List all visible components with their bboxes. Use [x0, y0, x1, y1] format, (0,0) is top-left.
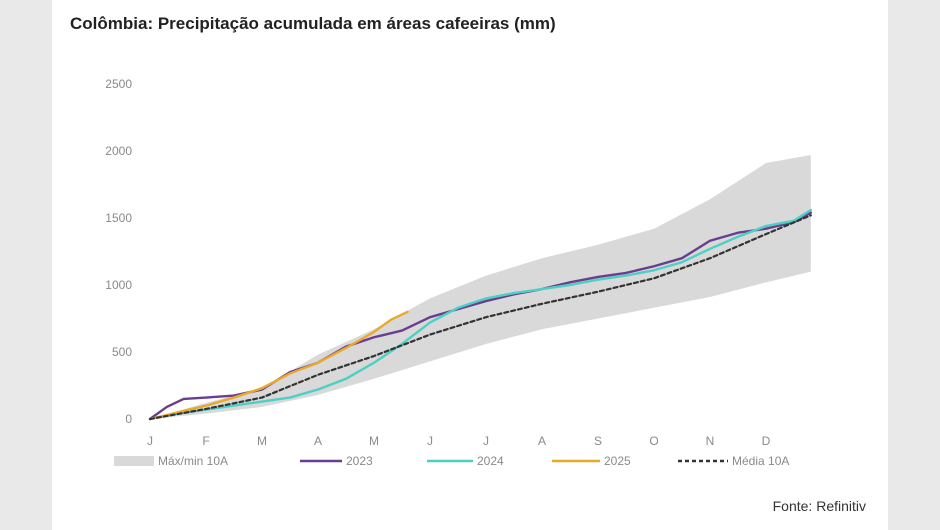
legend-label: 2025 [604, 454, 631, 468]
series-line-2023 [148, 211, 812, 421]
x-tick-label: J [483, 434, 489, 448]
chart-title: Colômbia: Precipitação acumulada em área… [70, 14, 556, 33]
x-tick-label: S [594, 434, 602, 448]
y-tick-label: 1500 [105, 211, 132, 225]
y-tick-label: 1000 [105, 278, 132, 292]
x-tick-label: M [369, 434, 379, 448]
x-tick-label: O [649, 434, 658, 448]
x-tick-label: A [314, 434, 322, 448]
chart-card: Colômbia: Precipitação acumulada em área… [52, 0, 888, 530]
series-line-m-dia-10a [148, 214, 812, 421]
y-tick-label: 2000 [105, 144, 132, 158]
legend-label: 2024 [477, 454, 504, 468]
y-tick-label: 0 [125, 412, 132, 426]
legend-label: Média 10A [732, 454, 789, 468]
x-tick-label: J [147, 434, 153, 448]
x-tick-label: N [706, 434, 715, 448]
legend-label: Máx/min 10A [158, 454, 228, 468]
y-tick-label: 500 [112, 345, 132, 359]
series-line-2024 [148, 208, 812, 421]
x-tick-label: F [202, 434, 209, 448]
series-line-2025 [148, 310, 409, 421]
legend-label: 2023 [346, 454, 373, 468]
precipitation-chart: 0 500 1000 1500 2000 2500 J F M A M J J A S O N D Máx/min … [105, 77, 812, 468]
band-max-min-10a [150, 155, 811, 419]
x-tick-label: D [762, 434, 771, 448]
legend-swatch-band [114, 456, 154, 466]
source-label: Fonte: Refinitiv [772, 498, 866, 514]
x-tick-label: A [538, 434, 546, 448]
x-tick-label: J [427, 434, 433, 448]
x-tick-label: M [257, 434, 267, 448]
y-tick-label: 2500 [105, 77, 132, 91]
